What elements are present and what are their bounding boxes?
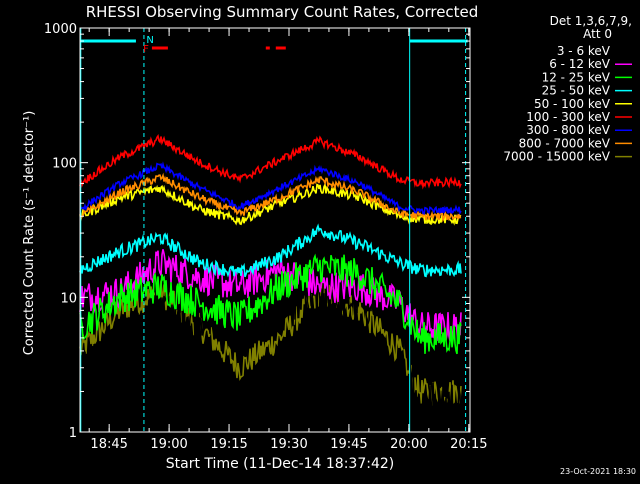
plot-area: NF: [79, 28, 468, 433]
x-tick-label: 20:15: [450, 437, 487, 452]
footer-date: 23-Oct-2021 18:30: [560, 467, 636, 476]
x-tick-label: 20:00: [390, 437, 427, 452]
x-tick-label: 19:45: [330, 437, 367, 452]
axes: 1 10 100 1000 18:45 19:00 19:15 19:30 19:45 20:00…: [44, 22, 488, 452]
legend-label-6: 300 - 800 keV: [526, 123, 610, 137]
series-line-4: [79, 181, 462, 226]
x-axis-label: Start Time (11-Dec-14 18:37:42): [166, 456, 394, 472]
legend-label-0: 3 - 6 keV: [557, 44, 611, 58]
legend-label-1: 6 - 12 keV: [549, 57, 611, 71]
chart-title: RHESSI Observing Summary Count Rates, Co…: [86, 3, 479, 21]
legend-label-3: 25 - 50 keV: [542, 84, 611, 98]
legend-label-2: 12 - 25 keV: [542, 70, 611, 84]
legend-label-4: 50 - 100 keV: [534, 97, 611, 111]
y-axis-label: Corrected Count Rate (s⁻¹ detector⁻¹): [22, 111, 37, 356]
x-tick-label: 19:00: [150, 437, 187, 452]
legend-header-line1: Det 1,3,6,7,9,: [550, 14, 632, 28]
legend-label-5: 100 - 300 keV: [526, 110, 610, 124]
x-tick-label: 19:30: [270, 437, 307, 452]
series-line-5: [79, 134, 462, 190]
x-tick-label: 19:15: [210, 437, 247, 452]
y-tick-label: 100: [52, 157, 77, 172]
legend-label-7: 800 - 7000 keV: [519, 136, 611, 150]
flag-marker-F: F: [143, 44, 149, 55]
y-tick-label: 1000: [44, 22, 77, 37]
y-tick-label: 1: [69, 426, 77, 441]
series-line-2: [79, 253, 462, 355]
y-tick-label: 10: [60, 291, 77, 306]
flag-marker-N: N: [146, 35, 153, 46]
legend-header-line2: Att 0: [583, 27, 612, 41]
plot-frame: [79, 27, 471, 433]
x-tick-label: 18:45: [90, 437, 127, 452]
legend-label-8: 7000 - 15000 keV: [503, 150, 610, 164]
